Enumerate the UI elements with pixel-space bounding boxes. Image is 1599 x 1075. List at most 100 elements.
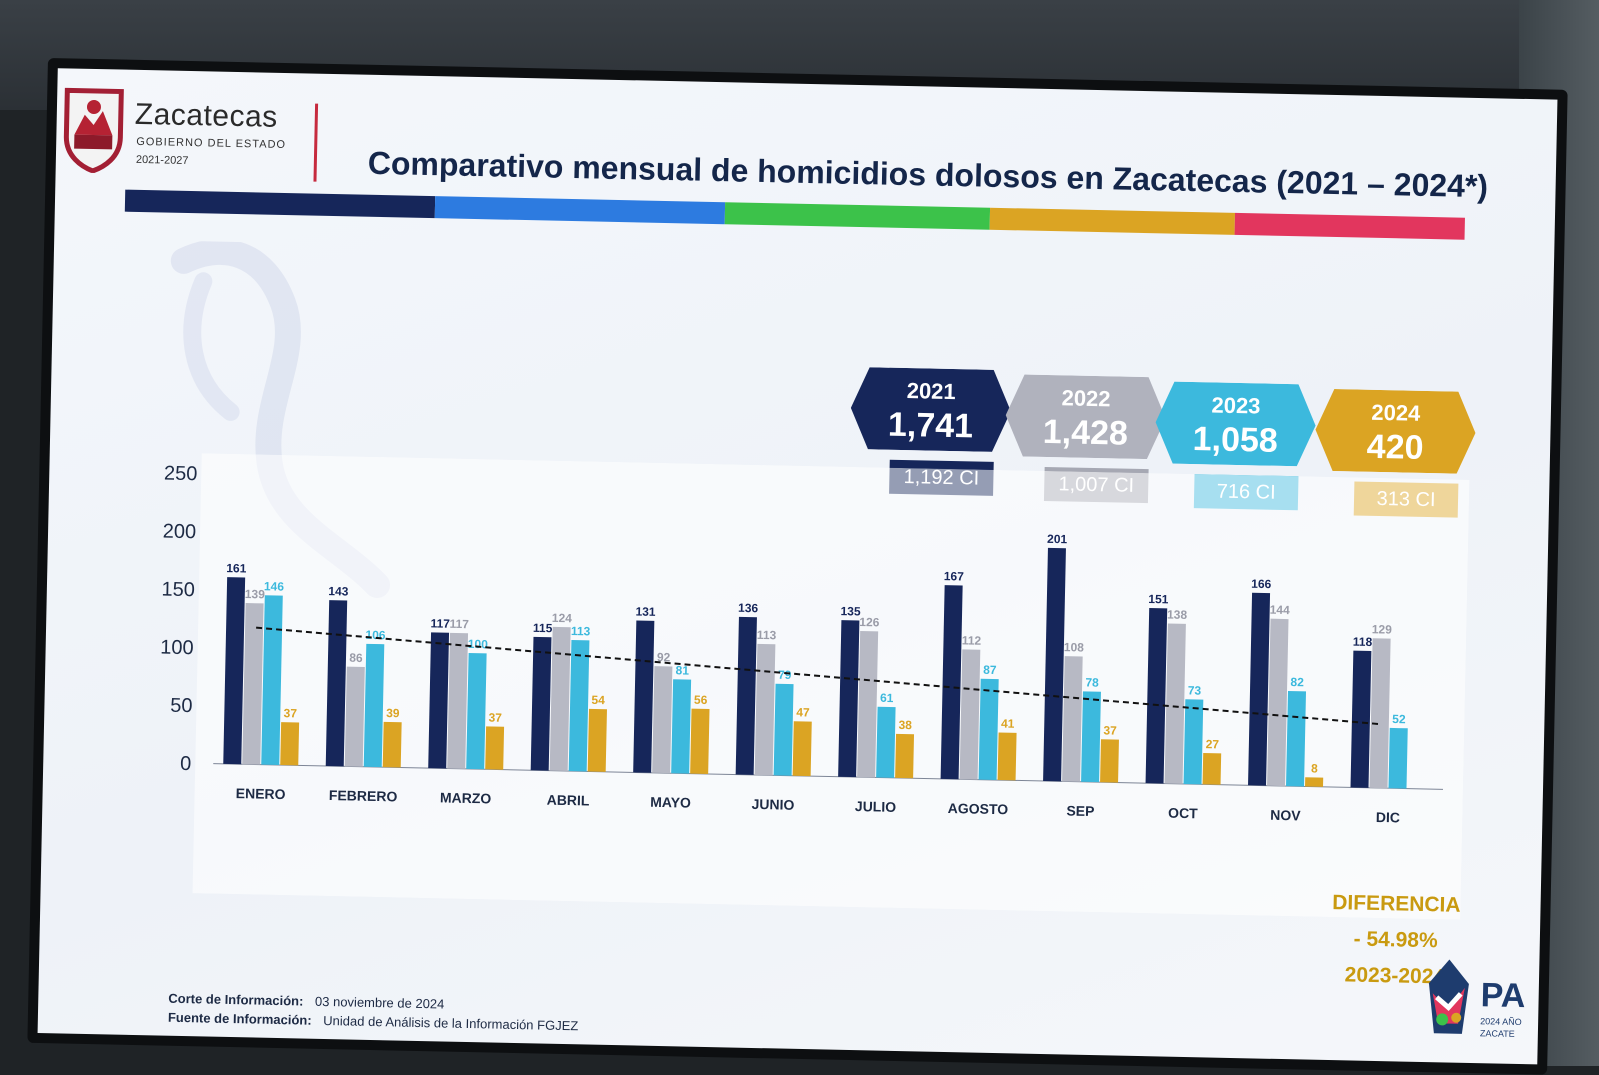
bar — [549, 626, 571, 772]
data-label: 138 — [1167, 607, 1188, 621]
zacatecas-logo: Zacatecas GOBIERNO DEL ESTADO 2021-2027 — [62, 86, 304, 181]
bar — [940, 585, 963, 780]
y-tick-label: 250 — [164, 463, 198, 486]
card-year-2022: 2022 — [1061, 385, 1111, 412]
logo-separator — [313, 103, 319, 182]
x-axis-line — [213, 763, 1443, 790]
difference-label: DIFERENCIA — [1332, 891, 1461, 917]
data-label: 38 — [898, 718, 912, 732]
bar — [838, 620, 860, 778]
slide-title: Comparativo mensual de homicidios doloso… — [367, 144, 1489, 205]
x-tick-label: FEBRERO — [329, 787, 398, 804]
bar — [633, 620, 655, 773]
data-label: 201 — [1047, 532, 1068, 546]
bar — [773, 683, 794, 776]
bar — [754, 643, 776, 776]
card-hexagon-2023 — [1155, 381, 1316, 467]
data-label: 86 — [349, 651, 363, 665]
bar — [1305, 777, 1324, 787]
bar — [428, 632, 450, 769]
summary-card-2024: 2024420313 CI — [1314, 389, 1477, 522]
data-label: 166 — [1251, 577, 1272, 591]
data-label: 87 — [983, 663, 997, 677]
pa-logo: PA 2024 AÑO ZACATE — [1418, 947, 1540, 1049]
x-tick-label: ABRIL — [547, 792, 591, 809]
y-tick-label: 100 — [160, 636, 194, 659]
footer-source-value: Unidad de Análisis de la Información FGJ… — [323, 1012, 579, 1034]
footer-cut-value: 03 noviembre de 2024 — [314, 993, 445, 1012]
slide: Zacatecas GOBIERNO DEL ESTADO 2021-2027 … — [37, 68, 1558, 1065]
data-label: 139 — [245, 587, 266, 601]
data-label: 129 — [1372, 622, 1393, 636]
bar — [997, 732, 1017, 781]
bar — [466, 652, 487, 770]
footer-source-row: Fuente de Información: Unidad de Análisi… — [168, 1010, 579, 1034]
bar — [1043, 547, 1066, 782]
data-label: 92 — [657, 650, 671, 664]
data-label: 118 — [1353, 635, 1373, 649]
data-label: 39 — [386, 706, 400, 720]
data-label: 82 — [1290, 675, 1304, 689]
x-tick-label: OCT — [1168, 805, 1198, 822]
bar — [671, 679, 692, 774]
x-tick-label: JUNIO — [751, 796, 794, 813]
display-screen: Zacatecas GOBIERNO DEL ESTADO 2021-2027 … — [27, 58, 1568, 1075]
bar — [978, 678, 999, 781]
data-label: 113 — [571, 624, 591, 638]
data-label: 54 — [591, 693, 605, 707]
bar — [690, 708, 710, 774]
color-band-red — [1234, 212, 1465, 240]
bar — [485, 726, 505, 770]
data-label: 144 — [1270, 603, 1291, 617]
data-label: 37 — [488, 710, 502, 724]
data-label: 100 — [468, 637, 489, 651]
data-label: 108 — [1064, 640, 1085, 654]
chart-panel — [192, 453, 1470, 920]
bar — [1202, 753, 1222, 785]
x-tick-label: ENERO — [236, 785, 286, 802]
bar — [363, 643, 385, 768]
bar — [959, 649, 981, 780]
bar — [1350, 650, 1372, 788]
bar — [530, 636, 552, 771]
data-label: 27 — [1206, 737, 1220, 751]
x-tick-label: MARZO — [440, 789, 492, 806]
data-label: 126 — [859, 615, 880, 629]
logo-name: Zacatecas — [134, 97, 279, 134]
shield-icon — [63, 87, 124, 174]
data-label: 151 — [1148, 592, 1169, 606]
x-tick-label: DIC — [1376, 809, 1400, 826]
card-total-2022: 1,428 — [1042, 412, 1129, 453]
footer: Corte de Información: 03 noviembre de 20… — [168, 991, 579, 1038]
data-label: 106 — [365, 628, 386, 642]
bar — [280, 722, 300, 766]
footer-source-label: Fuente de Información: — [167, 1009, 312, 1028]
data-label: 41 — [1001, 717, 1015, 731]
data-label: 115 — [533, 621, 553, 635]
data-label: 167 — [944, 569, 965, 583]
bar — [1081, 691, 1101, 783]
data-label: 124 — [552, 611, 573, 625]
card-year-2024: 2024 — [1371, 399, 1421, 426]
color-band-blue — [434, 196, 726, 225]
bar — [1267, 618, 1289, 787]
bar — [447, 632, 469, 769]
bar — [876, 706, 896, 778]
data-label: 113 — [757, 628, 777, 642]
bar — [568, 640, 590, 772]
pa-logo-small-text: 2024 AÑO — [1480, 1016, 1522, 1028]
bar — [344, 666, 365, 767]
y-tick-label: 150 — [161, 578, 195, 601]
data-label: 73 — [1188, 683, 1202, 697]
bar — [1183, 699, 1204, 785]
y-tick-label: 50 — [170, 695, 193, 717]
footer-cut-label: Corte de Información: — [168, 990, 304, 1009]
data-label: 37 — [1103, 723, 1117, 737]
data-label: 52 — [1392, 712, 1406, 726]
data-label: 79 — [778, 668, 792, 682]
bar — [1388, 727, 1408, 789]
card-hexagon-2022 — [1005, 374, 1166, 460]
bar — [242, 603, 264, 765]
